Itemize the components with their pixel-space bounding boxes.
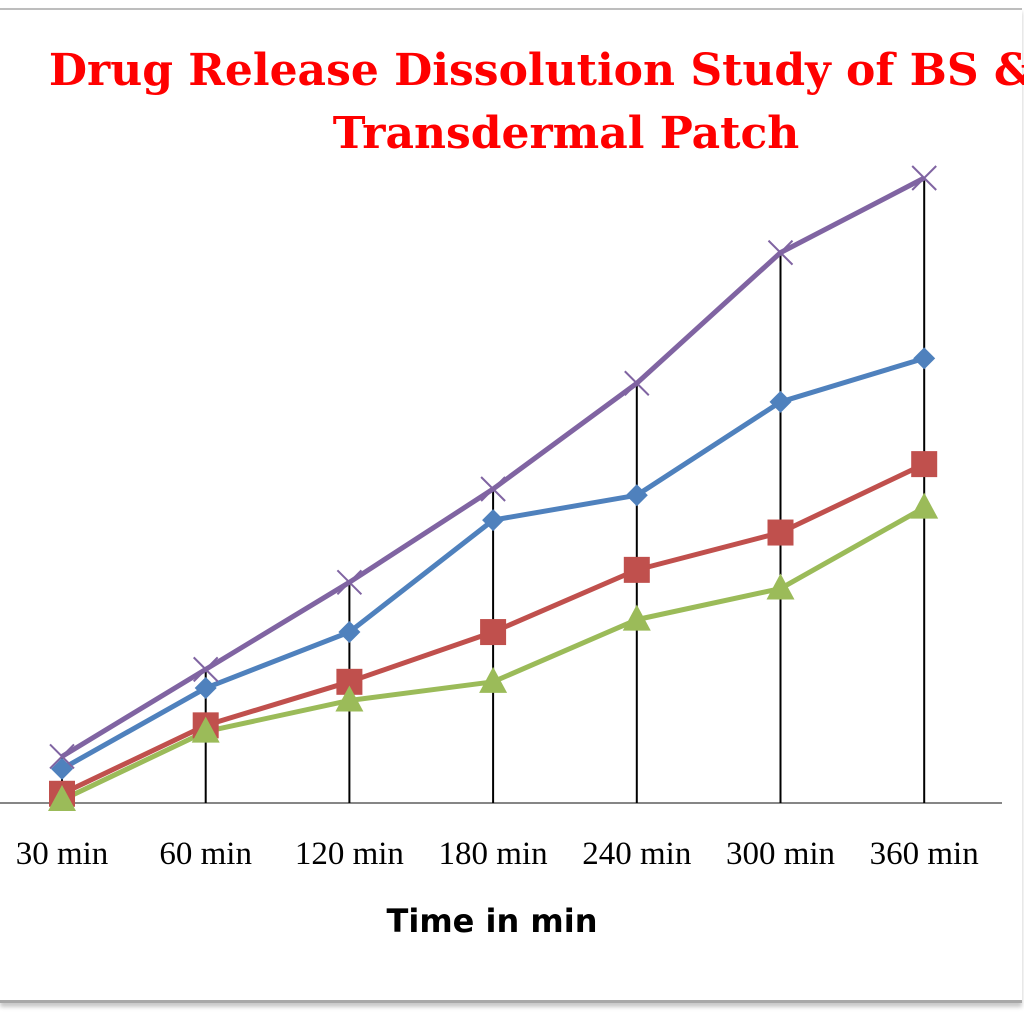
data-point — [911, 451, 938, 478]
data-point — [766, 573, 795, 600]
data-point — [624, 370, 650, 396]
data-point — [336, 569, 363, 596]
data-point — [910, 492, 939, 519]
data-point — [911, 165, 937, 191]
chart-title-line-2: Transdermal Patch — [333, 108, 800, 159]
data-point — [767, 519, 794, 546]
data-point — [192, 656, 219, 683]
series-markers — [48, 165, 939, 811]
data-point — [51, 757, 73, 780]
data-point — [482, 509, 505, 532]
chart-frame — [0, 8, 1022, 1003]
data-point — [479, 666, 508, 693]
x-tick-label: 60 min — [159, 836, 252, 872]
x-tick-label: 30 min — [16, 836, 109, 872]
data-point — [480, 476, 506, 502]
x-tick-label: 120 min — [295, 836, 404, 872]
x-tick-label: 240 min — [582, 836, 691, 872]
data-point — [767, 239, 794, 266]
x-tick-labels: 30 min 60 min 120 min 180 min 240 min 300 min… — [16, 836, 979, 872]
data-point — [622, 604, 651, 631]
data-point — [623, 556, 650, 583]
data-point — [769, 390, 792, 413]
chart-title-line-1: Drug Release Dissolution Study of BS & A — [49, 45, 1024, 96]
x-axis-title: Time in min — [387, 902, 598, 940]
data-point — [194, 677, 217, 700]
x-tick-label: 300 min — [726, 836, 835, 872]
data-point — [913, 347, 936, 370]
x-tick-label: 360 min — [870, 836, 979, 872]
data-point — [335, 685, 364, 712]
data-point — [480, 619, 507, 646]
data-point — [191, 716, 220, 743]
data-point — [338, 621, 361, 644]
data-point — [48, 785, 76, 811]
data-point — [625, 484, 648, 507]
x-tick-label: 180 min — [439, 836, 548, 872]
data-point — [49, 743, 75, 770]
